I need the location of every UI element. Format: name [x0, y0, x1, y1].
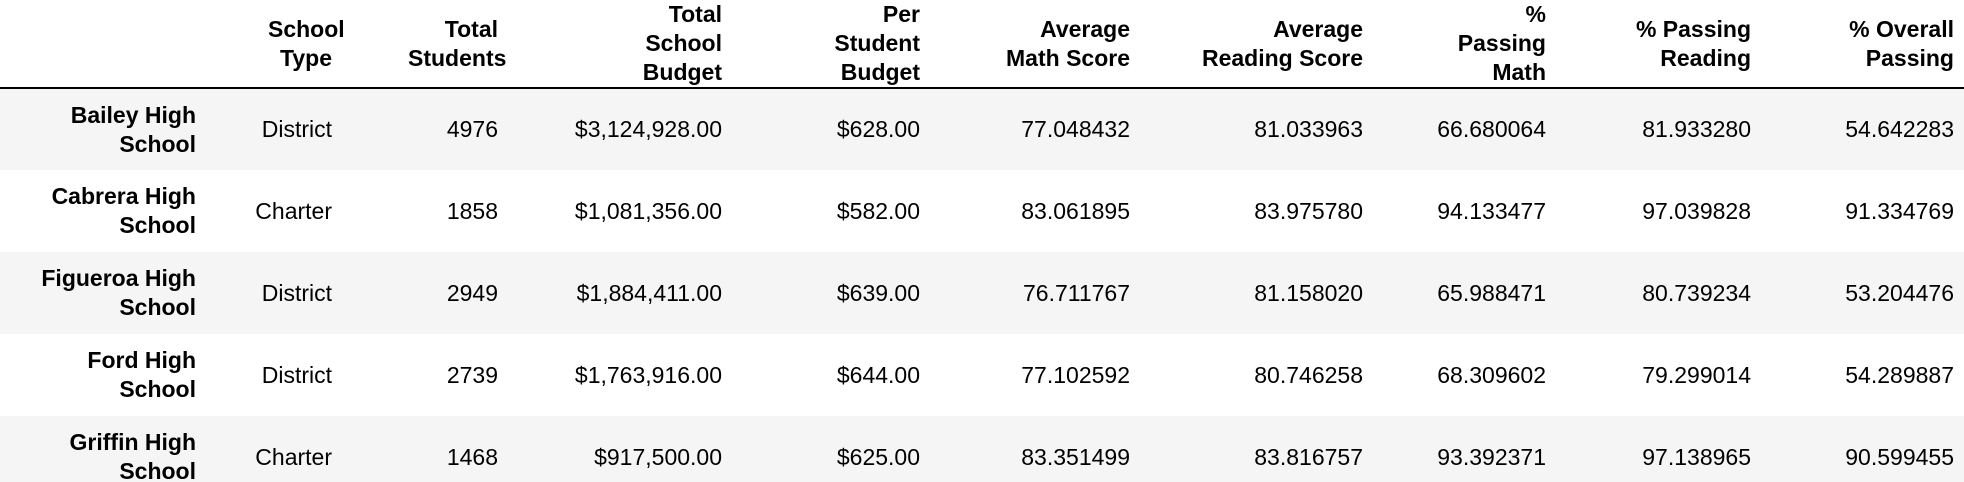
cell-total-students: 2739	[446, 361, 498, 388]
row-label-school: Griffin High School	[69, 429, 196, 482]
cell-pct-passing-math: 66.680064	[1437, 116, 1546, 142]
cell-average-math-score: 83.061895	[1021, 197, 1130, 224]
cell-pct-passing-math: 93.392371	[1437, 443, 1546, 470]
cell-average-reading-score: 83.975780	[1254, 197, 1363, 224]
header-row: School Type Total Students Total School …	[0, 0, 1964, 89]
header-total-students: Total Students	[342, 0, 508, 89]
header-index	[0, 0, 206, 89]
cell-total-school-budget: $3,124,928.00	[574, 116, 722, 142]
cell-pct-overall-passing: 54.289887	[1845, 361, 1954, 388]
cell-average-math-score: 77.048432	[1021, 116, 1130, 142]
cell-pct-overall-passing: 53.204476	[1845, 279, 1954, 306]
cell-school-type: Charter	[255, 197, 332, 224]
cell-average-reading-score: 81.158020	[1254, 279, 1363, 306]
header-average-math-score: Average Math Score	[930, 0, 1140, 89]
cell-total-school-budget: $1,884,411.00	[576, 279, 722, 306]
cell-per-student-budget: $639.00	[836, 279, 920, 306]
cell-per-student-budget: $625.00	[836, 443, 920, 470]
header-pct-passing-reading: % Passing Reading	[1556, 0, 1761, 89]
cell-pct-passing-math: 94.133477	[1437, 197, 1546, 224]
cell-total-students: 4976	[446, 116, 498, 142]
cell-pct-overall-passing: 90.599455	[1845, 443, 1954, 470]
row-label-school: Ford High School	[87, 347, 196, 402]
header-pct-overall-passing: % Overall Passing	[1761, 0, 1964, 89]
cell-pct-passing-reading: 97.039828	[1642, 197, 1751, 224]
cell-average-math-score: 76.711767	[1022, 279, 1130, 306]
header-total-school-budget: Total School Budget	[508, 0, 732, 89]
cell-average-math-score: 83.351499	[1021, 443, 1130, 470]
cell-per-student-budget: $644.00	[836, 361, 920, 388]
cell-per-student-budget: $628.00	[836, 116, 920, 142]
header-average-reading-score: Average Reading Score	[1140, 0, 1373, 89]
header-pct-passing-math: % Passing Math	[1373, 0, 1556, 89]
cell-average-reading-score: 81.033963	[1254, 116, 1363, 142]
cell-school-type: Charter	[255, 443, 332, 470]
table-row: Griffin High School Charter 1468 $917,50…	[0, 416, 1964, 482]
cell-pct-passing-reading: 97.138965	[1642, 443, 1751, 470]
cell-total-students: 2949	[446, 279, 498, 306]
table-row: Cabrera High School Charter 1858 $1,081,…	[0, 170, 1964, 252]
cell-per-student-budget: $582.00	[836, 197, 920, 224]
cell-pct-passing-math: 68.309602	[1437, 361, 1546, 388]
cell-total-students: 1468	[446, 443, 498, 470]
table-row: Figueroa High School District 2949 $1,88…	[0, 252, 1964, 334]
header-per-student-budget: Per Student Budget	[732, 0, 930, 89]
row-label-school: Bailey High School	[70, 101, 196, 157]
cell-pct-passing-math: 65.988471	[1437, 279, 1546, 306]
table-row: Bailey High School District 4976 $3,124,…	[0, 88, 1964, 170]
cell-pct-passing-reading: 79.299014	[1642, 361, 1751, 388]
cell-pct-overall-passing: 91.334769	[1845, 197, 1954, 224]
cell-school-type: District	[261, 361, 332, 388]
cell-average-reading-score: 80.746258	[1254, 361, 1363, 388]
header-school-type: School Type	[206, 0, 345, 89]
cell-average-reading-score: 83.816757	[1254, 443, 1363, 470]
cell-pct-overall-passing: 54.642283	[1845, 116, 1954, 142]
cell-pct-passing-reading: 81.933280	[1642, 116, 1751, 142]
row-label-school: Figueroa High School	[41, 265, 196, 320]
cell-pct-passing-reading: 80.739234	[1642, 279, 1751, 306]
table-body: Bailey High School District 4976 $3,124,…	[0, 88, 1964, 482]
table-header: School Type Total Students Total School …	[0, 0, 1964, 89]
cell-total-school-budget: $917,500.00	[594, 443, 722, 470]
table-row: Ford High School District 2739 $1,763,91…	[0, 334, 1964, 416]
cell-school-type: District	[261, 116, 332, 142]
cell-total-school-budget: $1,763,916.00	[574, 361, 722, 388]
row-label-school: Cabrera High School	[51, 183, 196, 238]
cell-total-students: 1858	[446, 197, 498, 224]
cell-average-math-score: 77.102592	[1021, 361, 1130, 388]
cell-total-school-budget: $1,081,356.00	[574, 197, 722, 224]
cell-school-type: District	[261, 279, 332, 306]
